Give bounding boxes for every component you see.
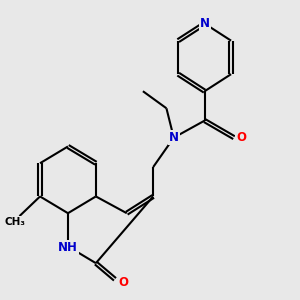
Text: O: O: [119, 276, 129, 289]
Text: NH: NH: [58, 242, 78, 254]
Text: N: N: [200, 17, 210, 30]
Text: N: N: [169, 131, 179, 144]
Text: O: O: [236, 131, 246, 144]
Text: CH₃: CH₃: [4, 217, 26, 227]
